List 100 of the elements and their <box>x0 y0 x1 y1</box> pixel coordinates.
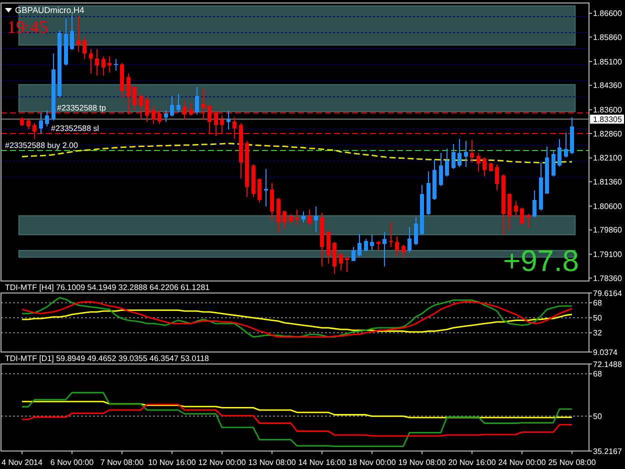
candlestick <box>388 222 393 248</box>
candlestick <box>482 157 486 178</box>
y-tick-label: 1.79860 <box>593 226 622 235</box>
x-tick-label: 24 Nov 00:00 <box>498 458 546 467</box>
candlestick <box>164 110 168 122</box>
candlestick <box>282 210 286 230</box>
candlestick <box>45 110 49 128</box>
candlestick <box>101 56 106 76</box>
x-tick-label: 12 Nov 00:00 <box>198 458 246 467</box>
y-tick-label: 1.84360 <box>593 81 622 90</box>
candlestick <box>470 139 474 163</box>
candlestick <box>76 16 80 52</box>
candlestick <box>301 210 306 224</box>
candlestick <box>82 37 86 60</box>
candlestick <box>351 246 356 262</box>
candlestick <box>451 143 456 170</box>
candlestick <box>314 206 318 232</box>
candlestick <box>258 178 262 204</box>
annotation: +97.8 <box>503 245 579 278</box>
x-tick-label: 13 Nov 08:00 <box>248 458 296 467</box>
candlestick <box>108 56 112 73</box>
ref-line-label: #23352588 tp <box>57 103 106 112</box>
x-tick-label: 20 Nov 16:00 <box>448 458 496 467</box>
y-tick-label: 1.85860 <box>593 32 622 42</box>
y-tick-label: 1.83600 <box>593 106 622 114</box>
candlestick <box>295 208 299 226</box>
candlestick <box>364 238 368 252</box>
candlestick <box>264 168 268 207</box>
candlestick <box>458 138 462 168</box>
line-series <box>21 310 573 333</box>
y-tick-label: 1.85100 <box>593 57 622 66</box>
candlestick <box>70 14 74 50</box>
candlestick <box>395 236 399 257</box>
y-tick-label: 1.86600 <box>593 9 622 18</box>
x-tick-label: 6 Nov 00:00 <box>50 458 94 467</box>
ref-line-label: #23352588 buy 2.00 <box>5 141 79 150</box>
y-tick-label: 50 <box>593 314 602 323</box>
candlestick <box>408 226 412 253</box>
x-tick-label: 18 Nov 00:00 <box>348 458 396 467</box>
y-tick-label: 9.0374 <box>593 348 618 357</box>
candlestick <box>382 231 386 268</box>
x-tick-label: 7 Nov 08:00 <box>100 458 144 467</box>
candlestick <box>476 152 480 172</box>
candlestick <box>445 148 449 178</box>
y-tick-label: 68 <box>593 370 602 379</box>
candlestick <box>270 182 274 222</box>
annotation: 19:45 <box>7 17 48 37</box>
y-tick-label: 72.1488 <box>593 360 622 369</box>
candlestick <box>345 256 349 272</box>
y-tick-label: 79.6164 <box>593 288 622 298</box>
line-series <box>21 404 573 437</box>
candlestick <box>370 234 374 251</box>
y-tick-label: 1.82860 <box>593 129 622 138</box>
y-tick-label: 1.78360 <box>593 274 622 283</box>
candlestick <box>338 252 343 271</box>
x-tick-label: 14 Nov 16:00 <box>298 458 346 467</box>
candlestick <box>414 217 418 246</box>
candlestick <box>520 206 524 226</box>
line-series <box>21 392 573 448</box>
candlestick <box>88 48 93 74</box>
y-tick-label: 50 <box>593 412 602 421</box>
candlestick <box>464 140 468 168</box>
candlestick <box>170 95 174 117</box>
y-tick-label: 1.81360 <box>593 177 622 186</box>
chart-title: TDI-MTF [D1] 59.8949 49.4652 39.0355 46.3547 53.0118 <box>5 354 210 363</box>
candlestick <box>551 150 556 178</box>
line-series <box>21 400 573 418</box>
x-tick-label: 4 Nov 2014 <box>2 458 44 467</box>
y-tick-label: 68 <box>593 298 602 308</box>
candlestick <box>495 164 499 191</box>
y-tick-label: 32 <box>593 328 602 338</box>
candlestick <box>276 198 280 234</box>
x-tick-label: 25 Nov 08:00 <box>548 458 596 467</box>
candlestick <box>558 138 562 167</box>
candlestick <box>195 86 199 116</box>
candlestick <box>226 110 230 130</box>
candlestick <box>176 93 180 114</box>
candlestick <box>376 240 380 251</box>
x-tick-label: 19 Nov 08:00 <box>398 458 446 467</box>
chart-title: GBPAUDmicro,H4 <box>15 5 85 15</box>
chart-title: TDI-MTF [H4] 76.1009 54.1949 32.2888 64.2206 61.1281 <box>5 283 210 292</box>
candlestick <box>514 200 518 218</box>
candlestick <box>358 233 362 257</box>
candlestick <box>332 242 336 274</box>
candlestick <box>401 244 406 259</box>
x-tick-label: 10 Nov 16:00 <box>148 458 196 467</box>
candlestick <box>132 86 136 111</box>
candlestick <box>532 190 536 218</box>
ref-line-label: #23352588 sl <box>51 124 100 133</box>
candlestick <box>564 132 568 158</box>
candlestick <box>326 230 330 264</box>
y-tick-label: 35.2167 <box>593 446 622 456</box>
candlestick <box>288 213 293 224</box>
candlestick <box>488 162 493 172</box>
candlestick <box>26 118 30 130</box>
candlestick <box>38 112 43 135</box>
ref-line-label: 1.83305 <box>593 114 622 124</box>
y-tick-label: 1.79100 <box>593 250 622 260</box>
candlestick <box>308 208 312 226</box>
candlestick <box>508 192 512 230</box>
